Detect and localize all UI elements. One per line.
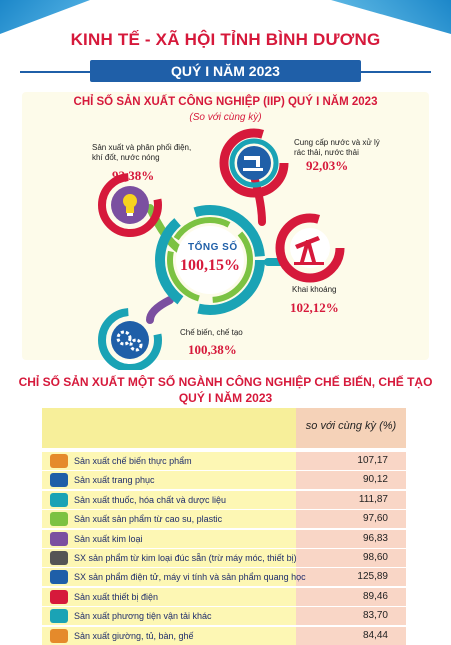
clothing-icon (50, 473, 68, 488)
total-label: TỔNG SỐ (188, 242, 238, 253)
table-row-label: Sản xuất trang phục (74, 475, 155, 486)
iip-item-label: Sản xuất và phân phối điện, khí đốt, nướ… (92, 143, 192, 162)
iip-title: CHỈ SỐ SẢN XUẤT CÔNG NGHIỆP (IIP) QUÝ I … (73, 96, 378, 108)
table-row-label: Sản xuất giường, tủ, bàn, ghế (74, 630, 194, 641)
table-row-value: 97,60 (362, 513, 388, 525)
rubber-icon (50, 512, 68, 527)
table-row-value: 83,70 (362, 610, 388, 622)
table-row-value: 89,46 (362, 590, 388, 602)
iip-diagram (98, 128, 345, 370)
transport-icon (50, 609, 68, 624)
electronics-icon (50, 570, 68, 585)
table-row-value: 90,12 (362, 474, 388, 486)
iip-item-value: 92,38% (112, 168, 155, 183)
water-ring (219, 128, 289, 198)
table-row-value-cell (296, 626, 406, 645)
table-row-value-cell (296, 529, 406, 548)
table-row-value-cell (296, 568, 406, 587)
page-title: KINH TẾ - XÃ HỘI TỈNH BÌNH DƯƠNG (70, 30, 381, 49)
iip-item-value: 92,03% (306, 158, 349, 173)
iip-item-label: Cung cấp nước và xử lý rác thải, nước th… (294, 138, 380, 157)
water-tap-icon (243, 156, 263, 171)
table-row-value-cell (296, 490, 406, 509)
table-row-label: Sản xuất chế biến thực phẩm (74, 456, 192, 466)
gears-ring (98, 308, 162, 370)
table-header-value-col (296, 408, 406, 448)
cast-metal-icon (50, 551, 68, 565)
iip-item-value: 100,38% (188, 342, 237, 357)
table-row-value-cell (296, 549, 406, 567)
table-row-value: 84,44 (362, 629, 388, 641)
table-row-value: 107,17 (357, 455, 388, 466)
connector-bottom (146, 296, 174, 324)
table-row-value-cell (296, 510, 406, 529)
gears-icon (116, 330, 143, 352)
center-ring-outer (155, 205, 265, 315)
table-row-label: Sản xuất thiết bị điện (74, 591, 159, 602)
iip-item-label: Khai khoáng (292, 285, 337, 294)
table-row-label: Sản xuất kim loại (74, 533, 143, 544)
iip-subtitle: (So với cùng kỳ) (189, 112, 262, 123)
table-row-value-cell (296, 587, 406, 606)
table-row-label: SX sản phẩm điện tử, máy vi tính và sản … (74, 572, 306, 583)
center-disc (176, 226, 244, 294)
table-row-value-cell (296, 471, 406, 490)
table-title: CHỈ SỐ SẢN XUẤT MỘT SỐ NGÀNH CÔNG NGHIỆP… (18, 375, 433, 405)
page-subtitle: QUÝ I NĂM 2023 (90, 60, 361, 82)
lightbulb-icon (123, 194, 137, 216)
table-row-value: 111,87 (358, 493, 388, 505)
metal-icon (50, 531, 68, 546)
pharma-icon (50, 492, 68, 507)
table-row-value: 96,83 (362, 532, 388, 544)
food-icon (50, 454, 68, 468)
iip-item-value: 102,12% (290, 300, 339, 315)
table-row-label: Sản xuất sản phẩm từ cao su, plastic (74, 514, 223, 525)
water-ring-inner (229, 138, 279, 188)
table-column-header: so với cùng kỳ (%) (305, 420, 397, 432)
table-row-value: 98,60 (362, 552, 388, 563)
electrical-icon (50, 589, 68, 604)
total-value: 100,15% (180, 257, 240, 274)
center-ring-inner (167, 217, 253, 303)
oil-pump-icon (294, 236, 324, 265)
table-row-value-cell (296, 452, 406, 470)
table-row-value-cell (296, 607, 406, 626)
oil-ring (275, 213, 345, 283)
table-row-value: 125,89 (357, 571, 388, 583)
table-row-label: Sản xuất phương tiện vận tải khác (74, 611, 212, 622)
iip-item-label: Chế biến, chế tạo (180, 328, 243, 337)
table-row-label: Sản xuất thuốc, hóa chất và dược liệu (74, 494, 227, 505)
lightbulb-ring (98, 173, 162, 237)
furniture-icon (50, 628, 68, 643)
table-row-label: SX sản phẩm từ kim loại đúc sẵn (trừ máy… (74, 553, 297, 563)
water-disc (237, 146, 271, 180)
